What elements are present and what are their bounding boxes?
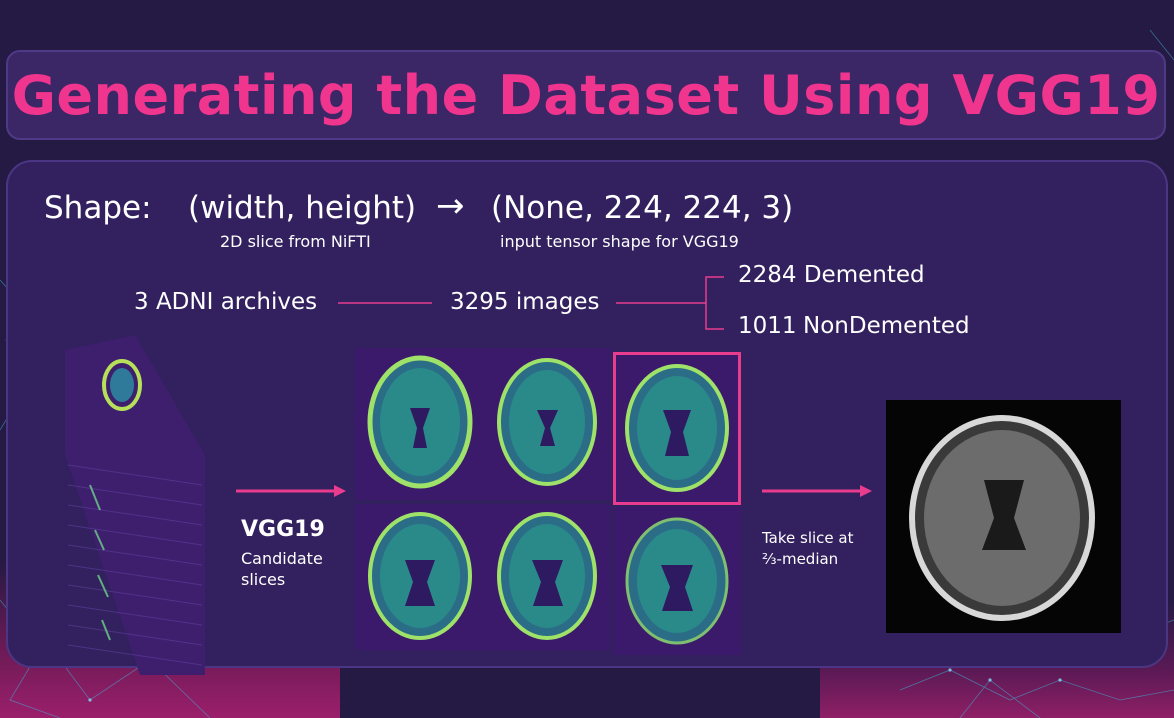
shape-to: (None, 224, 224, 3) xyxy=(491,190,794,226)
archives-node: 3 ADNI archives xyxy=(134,289,318,315)
selected-slice-grayscale xyxy=(886,400,1121,633)
vgg-title: VGG19 xyxy=(241,517,325,542)
candidate-slice-3 xyxy=(613,352,741,505)
take-slice-line2: ⅔-median xyxy=(762,550,839,568)
nifti-slice-stack xyxy=(60,335,210,675)
title-bar: Generating the Dataset Using VGG19 xyxy=(6,50,1166,140)
nondemented-count: 1011 xyxy=(738,313,797,339)
page-title: Generating the Dataset Using VGG19 xyxy=(11,63,1161,127)
candidate-slice-1 xyxy=(355,348,485,500)
vgg-subtitle-line2: slices xyxy=(241,570,286,589)
candidate-slice-5 xyxy=(485,504,610,650)
shape-label: Shape: xyxy=(44,190,152,226)
take-slice-line1: Take slice at xyxy=(762,529,854,547)
vgg-subtitle: Candidate slices xyxy=(241,548,351,590)
vgg-subtitle-line1: Candidate xyxy=(241,549,323,568)
nondemented-label: NonDemented xyxy=(803,313,970,339)
candidate-slice-6 xyxy=(613,507,741,655)
candidate-slice-4 xyxy=(355,504,485,650)
shape-arrow: → xyxy=(436,186,465,226)
images-node: 3295 images xyxy=(450,289,600,315)
demented-node: 2284 Demented xyxy=(738,262,925,288)
shape-to-note: input tensor shape for VGG19 xyxy=(500,232,739,251)
take-slice-note: Take slice at ⅔-median xyxy=(762,528,882,570)
selected-slice-frame xyxy=(613,352,741,505)
shape-from: (width, height) xyxy=(188,190,417,226)
shape-from-note: 2D slice from NiFTI xyxy=(220,232,371,251)
candidate-slice-2 xyxy=(485,348,610,500)
